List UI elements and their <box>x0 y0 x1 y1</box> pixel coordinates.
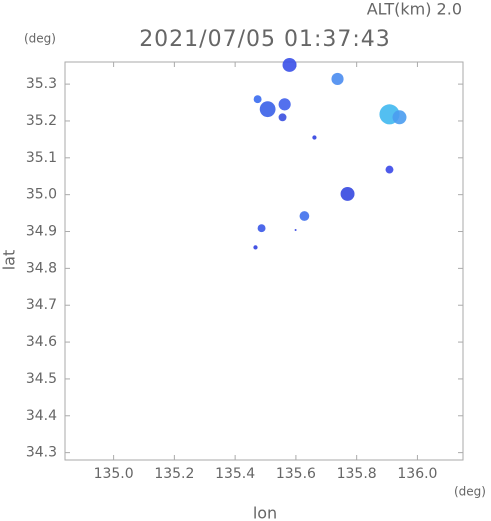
x-unit: (deg) <box>454 485 486 499</box>
y-tick-label: 35.3 <box>26 76 57 92</box>
y-tick-label: 34.6 <box>26 334 57 350</box>
radar-echo <box>385 165 394 174</box>
x-tick-label: 135.8 <box>337 466 377 482</box>
x-tick-label: 135.4 <box>215 466 255 482</box>
plot-frame <box>64 61 464 461</box>
radar-echo <box>253 245 258 250</box>
radar-echo <box>299 211 310 221</box>
radar-echo <box>278 98 291 111</box>
x-tick-label: 135.0 <box>94 466 134 482</box>
radar-echo <box>253 95 262 104</box>
radar-echo <box>282 57 297 72</box>
y-unit: (deg) <box>24 32 56 46</box>
y-tick-label: 35.0 <box>26 187 57 203</box>
y-tick-label: 34.4 <box>26 408 57 424</box>
chart-title: 2021/07/05 01:37:43 <box>139 27 391 52</box>
y-tick-label: 35.1 <box>26 150 57 166</box>
y-tick-label: 34.8 <box>26 260 57 276</box>
y-tick-label: 34.3 <box>26 445 57 461</box>
x-tick-label: 135.6 <box>276 466 316 482</box>
y-axis-label: lat <box>0 250 19 271</box>
radar-echo <box>257 224 266 233</box>
radar-echo <box>278 113 287 122</box>
x-tick-label: 135.2 <box>154 466 194 482</box>
radar-echo <box>340 186 355 201</box>
radar-echo <box>331 72 344 86</box>
y-tick-label: 35.2 <box>26 113 57 129</box>
radar-echo <box>312 135 317 140</box>
x-axis-label: lon <box>253 504 277 521</box>
y-tick-label: 34.9 <box>26 224 57 240</box>
radar-echo <box>294 229 297 232</box>
y-tick-label: 34.5 <box>26 371 57 387</box>
radar-echo <box>392 110 407 125</box>
radar-echo <box>259 101 276 118</box>
x-tick-label: 136.0 <box>397 466 437 482</box>
altitude-label: ALT(km) 2.0 <box>367 0 462 19</box>
y-tick-label: 34.7 <box>26 297 57 313</box>
